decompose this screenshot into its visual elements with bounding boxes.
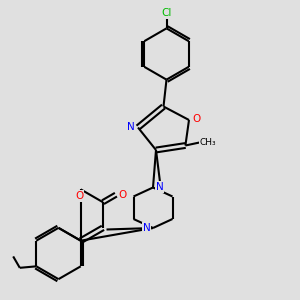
Text: O: O xyxy=(118,190,127,200)
Text: Cl: Cl xyxy=(161,8,172,18)
Text: CH₃: CH₃ xyxy=(200,138,216,147)
Text: O: O xyxy=(192,113,201,124)
Text: N: N xyxy=(142,223,150,233)
Text: N: N xyxy=(127,122,134,133)
Text: N: N xyxy=(156,182,164,192)
Text: O: O xyxy=(75,191,83,201)
